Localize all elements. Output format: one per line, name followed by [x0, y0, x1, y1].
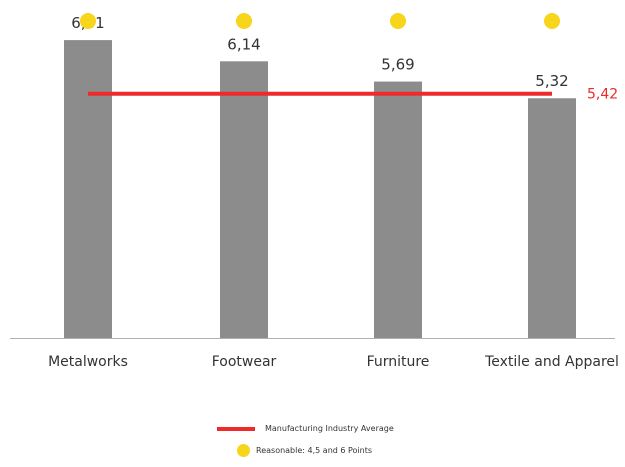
legend-average-label: Manufacturing Industry Average [265, 424, 394, 433]
legend-item-reasonable: Reasonable: 4,5 and 6 Points [237, 444, 372, 457]
bar-textile-and-apparel [528, 98, 576, 338]
bar-footwear [220, 61, 268, 338]
x-tick-label: Textile and Apparel [484, 354, 619, 370]
legend-average: Manufacturing Industry Average [0, 424, 625, 444]
marker-dot [80, 13, 96, 29]
average-value-label: 5,42 [587, 87, 618, 103]
marker-dot [390, 13, 406, 29]
legend-line-swatch [217, 426, 255, 431]
legend-reasonable: Reasonable: 4,5 and 6 Points [0, 444, 625, 464]
legend-reasonable-label: Reasonable: 4,5 and 6 Points [256, 446, 373, 455]
data-label: 5,32 [535, 72, 568, 90]
legend-dot-swatch [237, 444, 250, 457]
data-label: 6,14 [227, 35, 260, 53]
marker-dot [236, 13, 252, 29]
bar-metalworks [64, 40, 112, 338]
legend-item-average: Manufacturing Industry Average [217, 424, 394, 433]
x-tick-label: Furniture [367, 354, 430, 370]
bar-furniture [374, 81, 422, 338]
x-tick-label: Footwear [212, 354, 277, 370]
data-label: 5,69 [381, 56, 414, 74]
x-tick-label: Metalworks [48, 354, 128, 370]
marker-dot [544, 13, 560, 29]
